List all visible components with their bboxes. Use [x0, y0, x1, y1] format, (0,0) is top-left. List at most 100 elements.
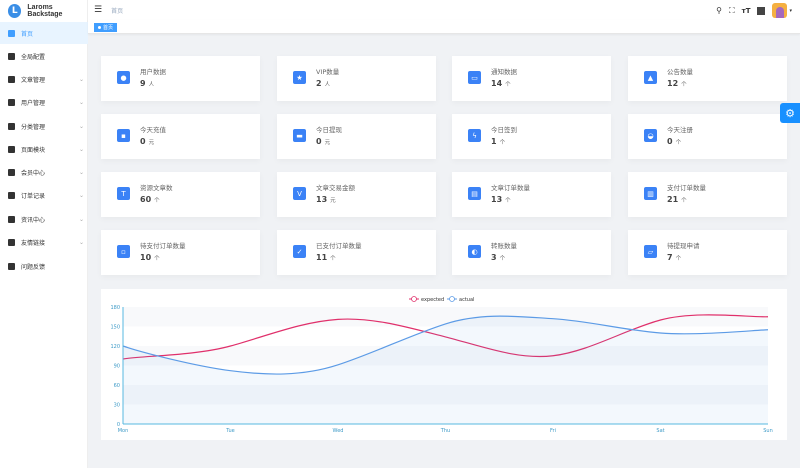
register-icon: ◒: [644, 129, 657, 142]
sidebar-item-10[interactable]: 问题反馈: [0, 255, 88, 277]
stat-unit: 个: [499, 256, 506, 262]
legend-label: actual: [459, 297, 474, 303]
legend-marker-expected: [411, 296, 417, 302]
grid-icon: [8, 122, 15, 130]
font-size-icon[interactable]: тT: [741, 6, 751, 15]
sidebar-item-5[interactable]: 页面模块 ⌄: [0, 138, 88, 160]
avatar[interactable]: [772, 3, 788, 18]
sidebar-item-4[interactable]: 分类管理 ⌄: [0, 115, 88, 137]
breadcrumb: 首页: [111, 7, 124, 15]
tag-home[interactable]: 首页: [94, 23, 118, 32]
chevron-down-icon: ⌄: [78, 215, 84, 223]
sidebar-item-6[interactable]: 会员中心 ⌄: [0, 161, 88, 183]
x-tick-label: Mon: [118, 428, 129, 434]
sidebar-item-label: 分类管理: [21, 123, 46, 131]
sidebar-item-label: 订单记录: [21, 192, 46, 200]
stat-card[interactable]: ✓ 已支付订单数量 11 个: [277, 230, 436, 275]
stat-card[interactable]: ▤ 文章订单数量 13 个: [452, 172, 611, 217]
sidebar-item-0[interactable]: 首页: [0, 22, 88, 44]
apply-icon: ▱: [644, 245, 657, 258]
stat-unit: 个: [675, 256, 682, 262]
user-icon: ●: [117, 71, 130, 84]
sidebar-item-label: 首页: [21, 30, 34, 38]
transfer-icon: ◐: [468, 245, 481, 258]
sidebar-item-1[interactable]: 全局配置: [0, 45, 88, 67]
stat-card[interactable]: ▭ 通知数据 14 个: [452, 56, 611, 101]
save-icon: ▤: [468, 187, 481, 200]
stat-title: 待支付订单数量: [140, 242, 186, 250]
chevron-down-icon[interactable]: ▾: [789, 7, 792, 14]
stat-title: 今天充值: [140, 126, 166, 134]
sidebar-item-3[interactable]: 用户管理 ⌄: [0, 91, 88, 113]
wallet-icon: ▪: [117, 129, 130, 142]
tags-view: 首页: [88, 20, 800, 34]
stat-unit: 个: [154, 256, 160, 262]
sidebar-item-9[interactable]: 友情链接 ⌄: [0, 231, 88, 253]
stat-title: 待提现申请: [667, 242, 700, 250]
gear-icon: [8, 52, 15, 60]
x-tick-label: Sun: [763, 428, 773, 434]
stat-unit: 个: [330, 256, 336, 262]
stat-card[interactable]: T 资源文章数 60 个: [101, 172, 260, 217]
logo-icon: L: [8, 4, 22, 18]
stat-title: 转账数量: [491, 242, 517, 250]
x-tick-label: Tue: [225, 428, 235, 434]
settings-button[interactable]: ⚙: [780, 103, 800, 123]
tag-label: 首页: [103, 25, 114, 31]
line-chart: 0 30 60 90 120 150 180 Mon Tue Wed Thu Fri Sat Sun exp…: [110, 296, 773, 434]
sidebar-item-label: 问题反馈: [21, 263, 46, 271]
article-icon: [8, 75, 15, 83]
fullscreen-icon[interactable]: ⛶: [729, 5, 735, 15]
stat-card[interactable]: ▫ 待支付订单数量 10 个: [101, 230, 260, 275]
sidebar-item-label: 会员中心: [21, 169, 46, 177]
app-logo[interactable]: L Laroms Backstage: [0, 0, 87, 22]
y-tick-label: 0: [117, 422, 120, 428]
stat-unit: 元: [148, 140, 155, 146]
article-icon: T: [117, 187, 130, 200]
x-tick-label: Sat: [656, 428, 664, 434]
y-tick-label: 90: [114, 364, 120, 370]
stat-title: 文章订单数量: [491, 184, 530, 192]
hamburger-icon[interactable]: ☰: [94, 5, 103, 15]
member-icon: [8, 168, 15, 176]
stat-unit: 个: [505, 82, 511, 88]
feedback-icon: [8, 262, 15, 270]
x-tick-label: Fri: [550, 428, 556, 434]
stat-title: 支付订单数量: [667, 184, 706, 192]
order-icon: [8, 191, 15, 199]
legend-label: expected: [421, 297, 444, 303]
series-area-actual: [123, 316, 768, 424]
bell-icon: ▲: [644, 71, 657, 84]
stat-unit: 元: [324, 140, 331, 146]
y-tick-label: 150: [110, 325, 120, 331]
stat-unit: 人: [148, 82, 155, 88]
sidebar-item-8[interactable]: 资讯中心 ⌄: [0, 208, 88, 230]
sidebar-item-7[interactable]: 订单记录 ⌄: [0, 184, 88, 206]
payment-icon: ▥: [644, 187, 657, 200]
lightning-icon: ϟ: [468, 129, 481, 142]
info-icon: [8, 215, 15, 223]
stat-card[interactable]: V 文章交易金额 13 元: [277, 172, 436, 217]
sidebar-item-2[interactable]: 文章管理 ⌄: [0, 68, 88, 90]
search-icon[interactable]: ⚲: [716, 6, 723, 15]
message-icon: ▭: [468, 71, 481, 84]
chevron-down-icon: ⌄: [78, 145, 84, 153]
stat-card[interactable]: ▥ 支付订单数量 21 个: [628, 172, 787, 217]
language-icon[interactable]: [757, 6, 766, 15]
sidebar-item-label: 用户管理: [21, 99, 46, 107]
sidebar-item-label: 友情链接: [21, 239, 46, 247]
stat-value: 60 个: [140, 195, 160, 204]
stat-unit: 个: [675, 140, 682, 146]
stat-card[interactable]: ▲ 公告数量 12 个: [628, 56, 787, 101]
